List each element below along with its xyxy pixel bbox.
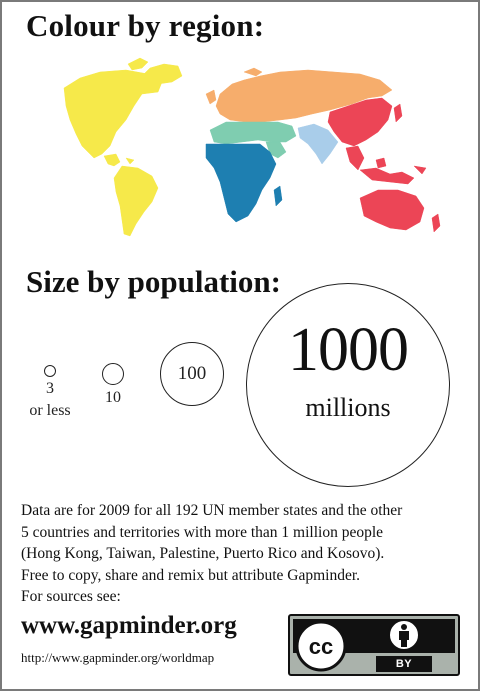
region-america <box>63 57 183 237</box>
population-label-100: 100 <box>177 363 207 384</box>
cc-by-license-badge[interactable]: cc BY <box>288 614 460 676</box>
population-circle-3 <box>44 365 56 377</box>
region-sub-saharan-africa <box>205 143 283 223</box>
website-link[interactable]: www.gapminder.org <box>21 612 237 639</box>
population-sublabel-3: or less <box>29 402 71 419</box>
population-circle-1000 <box>246 283 450 487</box>
data-notes-line: (Hong Kong, Taiwan, Palestine, Puerto Ri… <box>21 545 385 562</box>
world-region-map <box>63 57 441 237</box>
population-unit-label: millions <box>305 393 391 422</box>
data-notes-line: For sources see: <box>21 588 121 605</box>
population-circle-100 <box>160 342 224 406</box>
cc-badge-art: cc <box>293 619 455 672</box>
data-notes-line: Data are for 2009 for all 192 UN member … <box>21 502 403 519</box>
data-notes: Data are for 2009 for all 192 UN member … <box>21 500 471 608</box>
worldmap-url[interactable]: http://www.gapminder.org/worldmap <box>21 650 215 665</box>
population-title: Size by population: <box>26 264 281 299</box>
population-circle-10 <box>102 363 124 385</box>
cc-logo-text: cc <box>309 634 333 659</box>
data-notes-line: 5 countries and territories with more th… <box>21 523 384 541</box>
region-east-asia-pacific <box>327 97 441 233</box>
data-notes-line: Free to copy, share and remix but attrib… <box>21 566 361 584</box>
population-label-10: 10 <box>105 389 121 406</box>
population-label-1000: 1000 <box>288 316 409 384</box>
population-label-3: 3 <box>46 380 54 397</box>
by-label: BY <box>376 656 432 672</box>
region-middle-east-north-africa <box>209 121 297 159</box>
region-south-asia <box>297 123 339 165</box>
region-title: Colour by region: <box>26 8 265 43</box>
